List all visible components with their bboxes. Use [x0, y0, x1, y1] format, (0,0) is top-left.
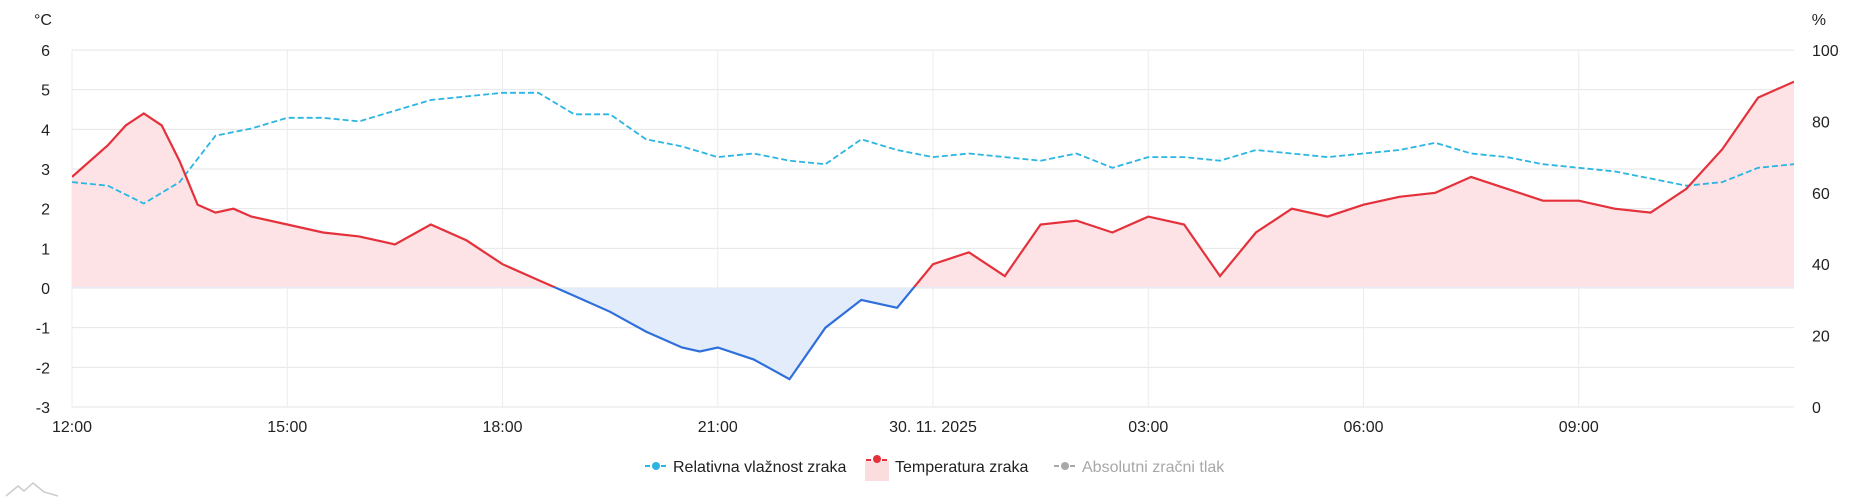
temperature-area-positive: [72, 81, 1794, 287]
temperature-line-negative: [551, 287, 916, 381]
chart-legend: Relativna vlažnost zraka Temperatura zra…: [645, 455, 1225, 481]
x-tick-label: 21:00: [698, 419, 738, 436]
left-axis-unit: °C: [34, 12, 52, 29]
x-tick-label: 09:00: [1559, 419, 1599, 436]
left-tick-label: -1: [36, 321, 50, 338]
temperature-line-positive: [72, 80, 1794, 287]
right-tick-label: 0: [1812, 400, 1821, 417]
right-axis-unit: %: [1812, 12, 1826, 29]
right-axis: 100 80 60 40 20 0: [1812, 43, 1839, 417]
x-tick-label: 06:00: [1343, 419, 1383, 436]
left-tick-label: -3: [36, 400, 50, 417]
left-axis: 6 5 4 3 2 1 0 -1 -2 -3: [36, 43, 50, 417]
x-tick-label: 30. 11. 2025: [889, 419, 977, 436]
left-tick-label: 0: [41, 281, 50, 298]
x-tick-label: 18:00: [482, 419, 522, 436]
x-tick-label: 15:00: [267, 419, 307, 436]
left-tick-label: 2: [41, 202, 50, 219]
right-tick-label: 60: [1812, 186, 1830, 203]
legend-temperature-swatch: [865, 461, 889, 481]
left-tick-label: -2: [36, 360, 50, 377]
left-tick-label: 5: [41, 83, 50, 100]
right-tick-label: 100: [1812, 43, 1839, 60]
mountain-logo-icon: [5, 482, 59, 497]
right-tick-label: 80: [1812, 114, 1830, 131]
left-tick-label: 6: [41, 43, 50, 60]
legend-pressure-marker: [1061, 462, 1069, 470]
legend-item-humidity[interactable]: Relativna vlažnost zraka: [645, 459, 847, 476]
x-axis: 12:00 15:00 18:00 21:00 30. 11. 2025 03:00 06:…: [52, 419, 1599, 436]
temperature-series: [72, 80, 1794, 381]
humidity-line: [71, 91, 1795, 205]
humidity-series: [71, 91, 1795, 205]
left-tick-label: 3: [41, 162, 50, 179]
legend-temperature-label: Temperatura zraka: [895, 459, 1028, 476]
legend-temperature-marker: [873, 455, 881, 463]
left-tick-label: 1: [41, 241, 50, 258]
legend-humidity-marker: [652, 462, 660, 470]
left-tick-label: 4: [41, 122, 50, 139]
temperature-area: [72, 81, 1794, 380]
x-tick-label: 12:00: [52, 419, 92, 436]
legend-pressure-label: Absolutni zračni tlak: [1082, 459, 1225, 476]
right-tick-label: 20: [1812, 329, 1830, 346]
x-tick-label: 03:00: [1128, 419, 1168, 436]
legend-humidity-label: Relativna vlažnost zraka: [673, 459, 847, 476]
right-tick-label: 40: [1812, 257, 1830, 274]
legend-item-pressure[interactable]: Absolutni zračni tlak: [1054, 459, 1225, 476]
legend-item-temperature[interactable]: Temperatura zraka: [865, 455, 1028, 481]
